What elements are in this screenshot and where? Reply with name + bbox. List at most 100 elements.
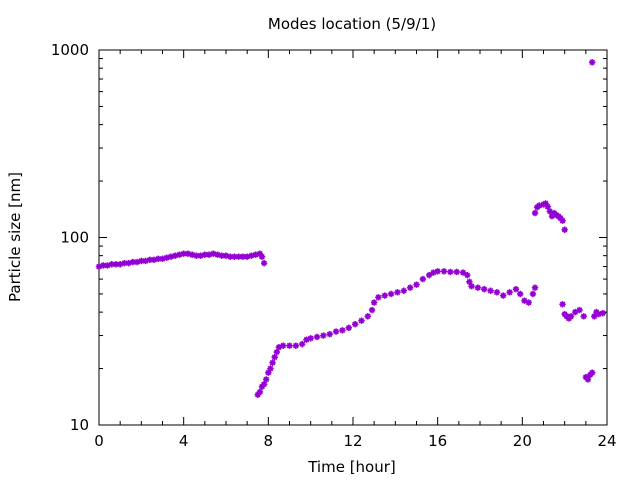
data-point	[584, 376, 592, 383]
data-point	[493, 289, 501, 296]
data-point	[588, 369, 596, 376]
data-point	[387, 290, 395, 298]
data-point	[576, 306, 583, 314]
data-point	[184, 250, 192, 257]
data-point	[258, 253, 266, 260]
data-point	[265, 369, 272, 376]
data-point	[214, 251, 221, 258]
data-point	[239, 253, 247, 260]
axis-ticks	[98, 49, 608, 426]
data-point	[320, 332, 327, 339]
data-point	[440, 268, 448, 275]
data-point	[559, 301, 566, 308]
data-point	[227, 253, 234, 260]
data-point	[95, 263, 103, 270]
x-tick-label: 12	[343, 432, 362, 450]
x-tick-label: 20	[513, 432, 532, 450]
data-point	[559, 217, 566, 224]
data-point	[413, 281, 420, 288]
data-point	[269, 359, 276, 366]
data-point	[205, 251, 213, 258]
data-point	[531, 284, 539, 291]
data-point	[521, 297, 528, 304]
data-point	[307, 335, 314, 342]
data-point	[588, 59, 596, 66]
data-point	[222, 252, 230, 259]
data-point	[193, 252, 200, 259]
data-point	[243, 253, 251, 260]
data-point	[332, 328, 340, 335]
data-point	[591, 313, 598, 320]
data-point	[525, 299, 532, 306]
data-point	[180, 250, 187, 257]
data-point	[459, 269, 467, 276]
data-point	[159, 255, 166, 262]
data-point	[254, 391, 261, 398]
data-point	[381, 292, 388, 299]
data-point	[138, 257, 145, 265]
data-point	[500, 292, 507, 299]
data-point	[544, 203, 551, 210]
data-point	[252, 251, 259, 258]
data-point	[517, 290, 524, 298]
data-point	[112, 261, 120, 268]
x-tick-label: 8	[264, 432, 274, 450]
data-point	[299, 340, 306, 348]
data-point	[279, 342, 287, 349]
data-point	[188, 251, 196, 258]
data-point	[548, 212, 556, 220]
data-point	[364, 313, 372, 320]
x-tick-label: 4	[179, 432, 189, 450]
data-point	[468, 282, 475, 290]
data-point	[370, 299, 378, 306]
data-point	[260, 259, 268, 267]
data-point	[506, 289, 513, 296]
data-point	[531, 209, 539, 217]
data-point	[358, 317, 365, 324]
data-point	[481, 285, 488, 293]
x-tick-label: 16	[428, 432, 447, 450]
data-point	[155, 255, 162, 262]
data-point	[567, 313, 575, 320]
data-point	[339, 327, 346, 334]
data-point	[434, 268, 441, 275]
data-point	[542, 200, 549, 207]
y-tick-label: 100	[60, 229, 89, 247]
data-point	[326, 330, 333, 338]
chart-title: Modes location (5/9/1)	[268, 15, 436, 33]
data-point	[572, 308, 579, 316]
data-point	[167, 253, 175, 260]
data-point	[580, 313, 587, 320]
data-point	[129, 258, 137, 266]
data-point	[351, 320, 359, 328]
data-point	[368, 306, 376, 314]
data-point	[286, 342, 293, 349]
axis-tick-labels: 0 4 8 12 16 20 24 10 100 1000	[51, 41, 617, 450]
y-tick-label: 1000	[51, 41, 89, 59]
data-point	[150, 256, 158, 264]
data-point	[275, 343, 283, 351]
data-point	[263, 376, 270, 383]
data-point	[394, 289, 401, 296]
data-point	[235, 253, 242, 260]
data-point	[258, 383, 266, 390]
data-point	[419, 275, 427, 283]
data-point	[248, 252, 255, 259]
x-tick-label: 24	[597, 432, 616, 450]
data-point	[125, 259, 132, 267]
y-tick-label: 10	[70, 416, 89, 434]
data-point	[595, 310, 602, 318]
data-point	[303, 336, 310, 343]
data-point	[561, 226, 568, 233]
y-axis-label: Particle size [nm]	[6, 172, 24, 302]
data-point	[273, 348, 280, 356]
data-point	[256, 388, 264, 396]
data-point	[546, 208, 554, 215]
data-point	[100, 262, 107, 269]
data-point	[260, 381, 268, 388]
data-point	[218, 252, 225, 259]
data-point	[487, 287, 494, 294]
data-points	[95, 59, 606, 398]
data-point	[447, 268, 454, 276]
